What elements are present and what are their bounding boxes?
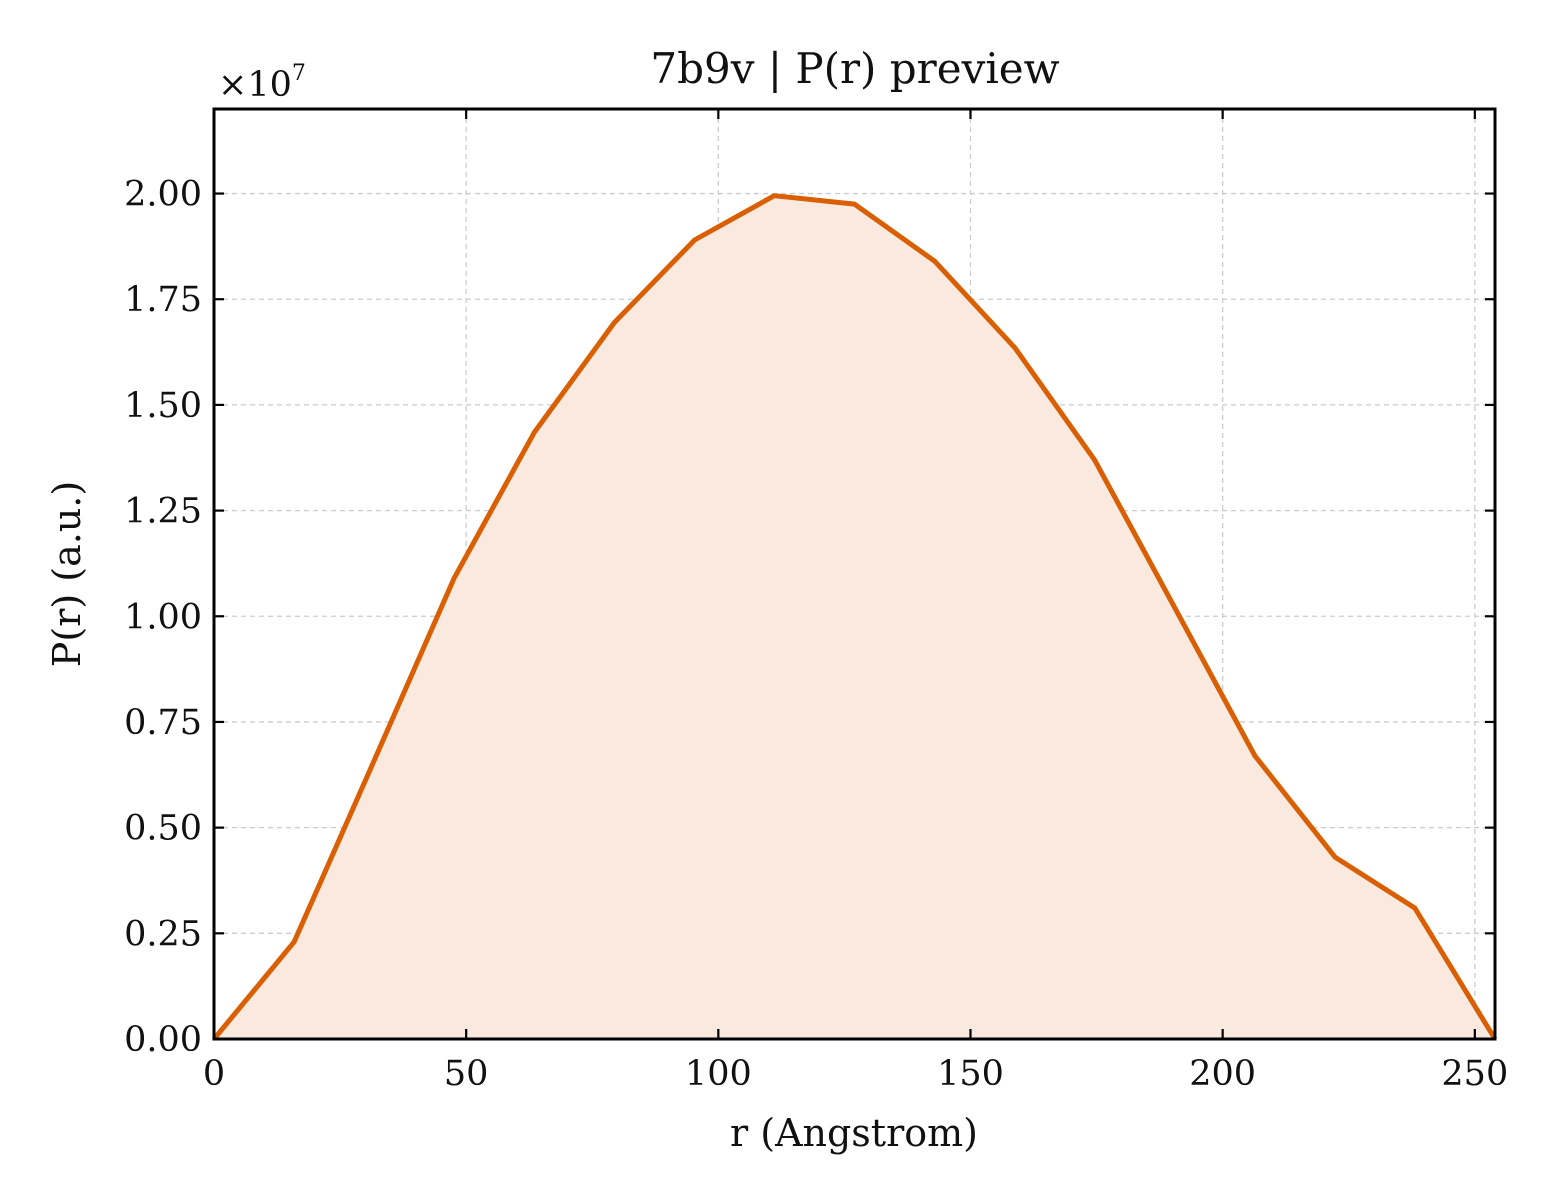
- x-tick-label: 50: [444, 1054, 489, 1094]
- y-tick-label: 1.25: [124, 492, 202, 532]
- plot-frame: [212, 107, 1497, 1041]
- x-axis-ticks: 0 50 100 150 200 250: [203, 109, 1508, 1094]
- y-scale-multiplier: ×10: [218, 65, 292, 105]
- y-tick-label: 1.00: [124, 597, 202, 637]
- y-axis-ticks: 0.00 0.25 0.50 0.75 1.00 1.25 1.50 1.75 2.00: [124, 175, 1495, 1060]
- y-tick-label: 0.75: [124, 703, 202, 743]
- y-tick-label: 0.25: [124, 914, 202, 954]
- y-tick-label: 0.00: [124, 1020, 202, 1060]
- x-tick-label: 100: [685, 1054, 752, 1094]
- x-axis-label: r (Angstrom): [730, 1111, 978, 1155]
- y-tick-label: 1.50: [124, 386, 202, 426]
- x-tick-label: 0: [203, 1054, 225, 1094]
- x-tick-label: 250: [1441, 1054, 1508, 1094]
- series-area-fill: [214, 195, 1495, 1039]
- chart-title: 7b9v | P(r) preview: [650, 44, 1059, 93]
- y-tick-label: 1.75: [124, 280, 202, 320]
- y-tick-label: 2.00: [124, 175, 202, 215]
- y-tick-label: 0.50: [124, 809, 202, 849]
- x-tick-label: 200: [1189, 1054, 1256, 1094]
- x-tick-label: 150: [937, 1054, 1004, 1094]
- y-axis-label: P(r) (a.u.): [45, 481, 89, 667]
- y-axis-scale: ×107: [218, 61, 306, 105]
- y-scale-exponent: 7: [292, 61, 306, 86]
